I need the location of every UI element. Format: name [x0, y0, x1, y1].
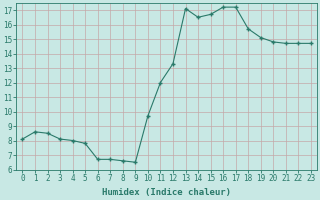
- X-axis label: Humidex (Indice chaleur): Humidex (Indice chaleur): [102, 188, 231, 197]
